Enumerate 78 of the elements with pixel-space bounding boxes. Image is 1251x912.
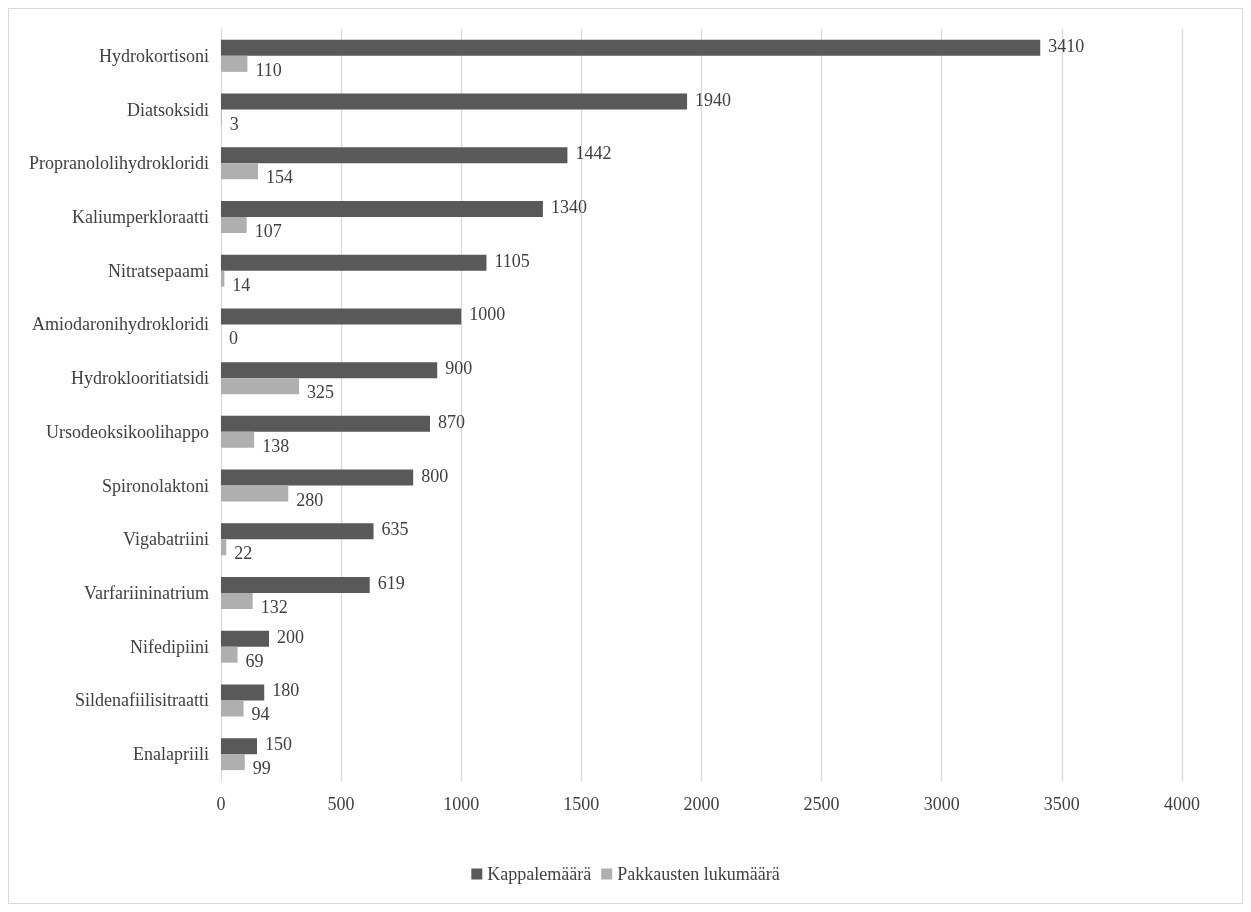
bar	[220, 163, 258, 180]
bar	[220, 254, 487, 271]
y-tick-label: Diatsoksidi	[126, 99, 209, 120]
bar	[220, 362, 438, 379]
bar	[220, 93, 688, 110]
bar	[220, 738, 258, 755]
data-label: 14	[232, 274, 251, 295]
x-tick-label: 4000	[1164, 794, 1200, 814]
data-label: 3	[229, 113, 239, 134]
data-label: 1940	[695, 89, 732, 110]
bar	[220, 539, 227, 556]
legend-label: Pakkausten lukumäärä	[617, 864, 780, 884]
y-tick-label: Vigabatriini	[123, 529, 209, 550]
data-label: 0	[228, 328, 238, 349]
data-label: 900	[445, 358, 473, 379]
data-label: 180	[272, 680, 300, 701]
y-tick-label: Hydroklooritiatsidi	[70, 368, 209, 389]
bar	[220, 415, 430, 432]
bar	[220, 646, 238, 663]
y-tick-label: Hydrokortisoni	[98, 45, 209, 66]
bar	[220, 700, 244, 717]
data-label: 1105	[494, 250, 530, 271]
data-label: 132	[260, 597, 288, 617]
y-tick-label: Propranololihydrokloridi	[29, 153, 209, 174]
y-tick-label: Nitratsepaami	[108, 260, 209, 281]
y-tick-label: Amiodaronihydrokloridi	[32, 314, 209, 335]
x-tick-label: 3000	[923, 794, 960, 814]
data-label: 280	[296, 489, 324, 510]
bar	[220, 378, 300, 395]
bar	[220, 308, 462, 325]
y-tick-label: Enalapriili	[133, 744, 209, 765]
bar	[220, 523, 374, 540]
x-tick-label: 500	[327, 794, 355, 814]
data-label: 1000	[469, 304, 506, 325]
data-label: 1340	[550, 197, 587, 217]
data-label: 107	[254, 221, 282, 241]
bar	[220, 217, 247, 233]
data-label: 1442	[575, 143, 612, 164]
data-label: 3410	[1048, 35, 1085, 56]
data-label: 94	[251, 704, 270, 725]
data-label: 870	[438, 411, 465, 432]
data-label: 200	[277, 626, 305, 647]
data-label: 138	[262, 435, 290, 456]
bar	[220, 593, 253, 609]
data-label: 99	[252, 758, 271, 779]
x-tick-label: 1000	[443, 794, 480, 814]
bar	[220, 577, 370, 593]
bar	[220, 485, 289, 502]
bar	[220, 469, 414, 486]
x-tick-label: 3500	[1043, 794, 1080, 814]
data-label: 69	[245, 650, 264, 671]
x-tick-label: 2500	[803, 794, 840, 814]
y-tick-label: Kaliumperkloraatti	[72, 207, 209, 227]
y-tick-label: Ursodeoksikoolihappo	[46, 421, 209, 442]
bar	[220, 39, 1041, 56]
bar	[220, 201, 543, 217]
bar	[220, 754, 245, 771]
y-tick-label: Nifedipiini	[129, 636, 209, 657]
data-label: 110	[255, 59, 282, 80]
y-tick-label: Varfariininatrium	[84, 583, 209, 603]
data-label: 619	[377, 573, 405, 593]
y-tick-label: Sildenafiilisitraatti	[75, 690, 209, 711]
data-label: 635	[381, 519, 409, 540]
data-label: 325	[307, 382, 335, 403]
y-tick-label: Spironolaktoni	[101, 475, 209, 496]
data-label: 800	[421, 465, 449, 486]
x-tick-label: 2000	[683, 794, 720, 814]
bar	[220, 147, 568, 164]
data-label: 154	[265, 167, 293, 188]
data-label: 150	[265, 734, 293, 755]
bar	[220, 684, 265, 701]
bar	[220, 431, 255, 448]
bar	[220, 630, 270, 647]
x-tick-label: 0	[216, 794, 226, 814]
data-label: 22	[234, 543, 253, 564]
bar	[220, 55, 248, 72]
x-tick-label: 1500	[563, 794, 600, 814]
legend-label: Kappalemäärä	[487, 864, 592, 884]
